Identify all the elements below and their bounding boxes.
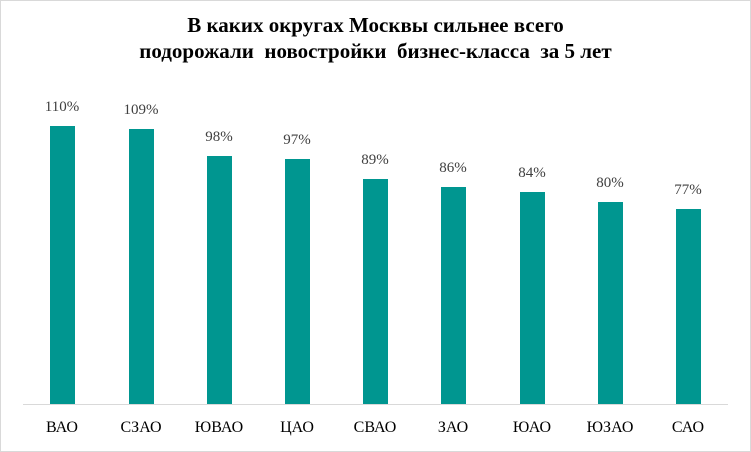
category-label: ЗАО <box>437 419 469 436</box>
category-label: ЮВАО <box>194 419 244 436</box>
category-label: ЮЗАО <box>586 419 634 436</box>
bar <box>129 129 154 404</box>
data-label: 77% <box>674 182 702 198</box>
x-axis-line <box>23 404 728 405</box>
category-label: ЮАО <box>512 419 552 436</box>
category-label: ЦАО <box>280 419 314 436</box>
data-label: 110% <box>44 99 80 115</box>
category-label: СЗАО <box>120 419 162 436</box>
bar <box>676 209 701 404</box>
data-label: 98% <box>205 129 233 145</box>
category-label: ВАО <box>46 419 78 436</box>
bar <box>207 156 232 404</box>
data-label: 84% <box>518 165 546 181</box>
category-label: СВАО <box>353 419 397 436</box>
data-label: 89% <box>361 152 389 168</box>
data-label: 86% <box>439 160 467 176</box>
data-label: 80% <box>596 175 624 191</box>
bar <box>50 126 75 404</box>
bar <box>363 179 388 404</box>
data-label: 97% <box>283 132 311 148</box>
bar <box>441 187 466 404</box>
data-label: 109% <box>123 102 159 118</box>
category-label: САО <box>671 419 705 436</box>
bar <box>520 192 545 404</box>
chart-title-line-1: В каких округах Москвы сильнее всего <box>187 13 564 37</box>
chart-title: В каких округах Москвы сильнее всего под… <box>0 12 751 64</box>
bar <box>285 159 310 404</box>
chart-title-line-2: подорожали новостройки бизнес-класса за … <box>139 39 612 63</box>
bar <box>598 202 623 404</box>
